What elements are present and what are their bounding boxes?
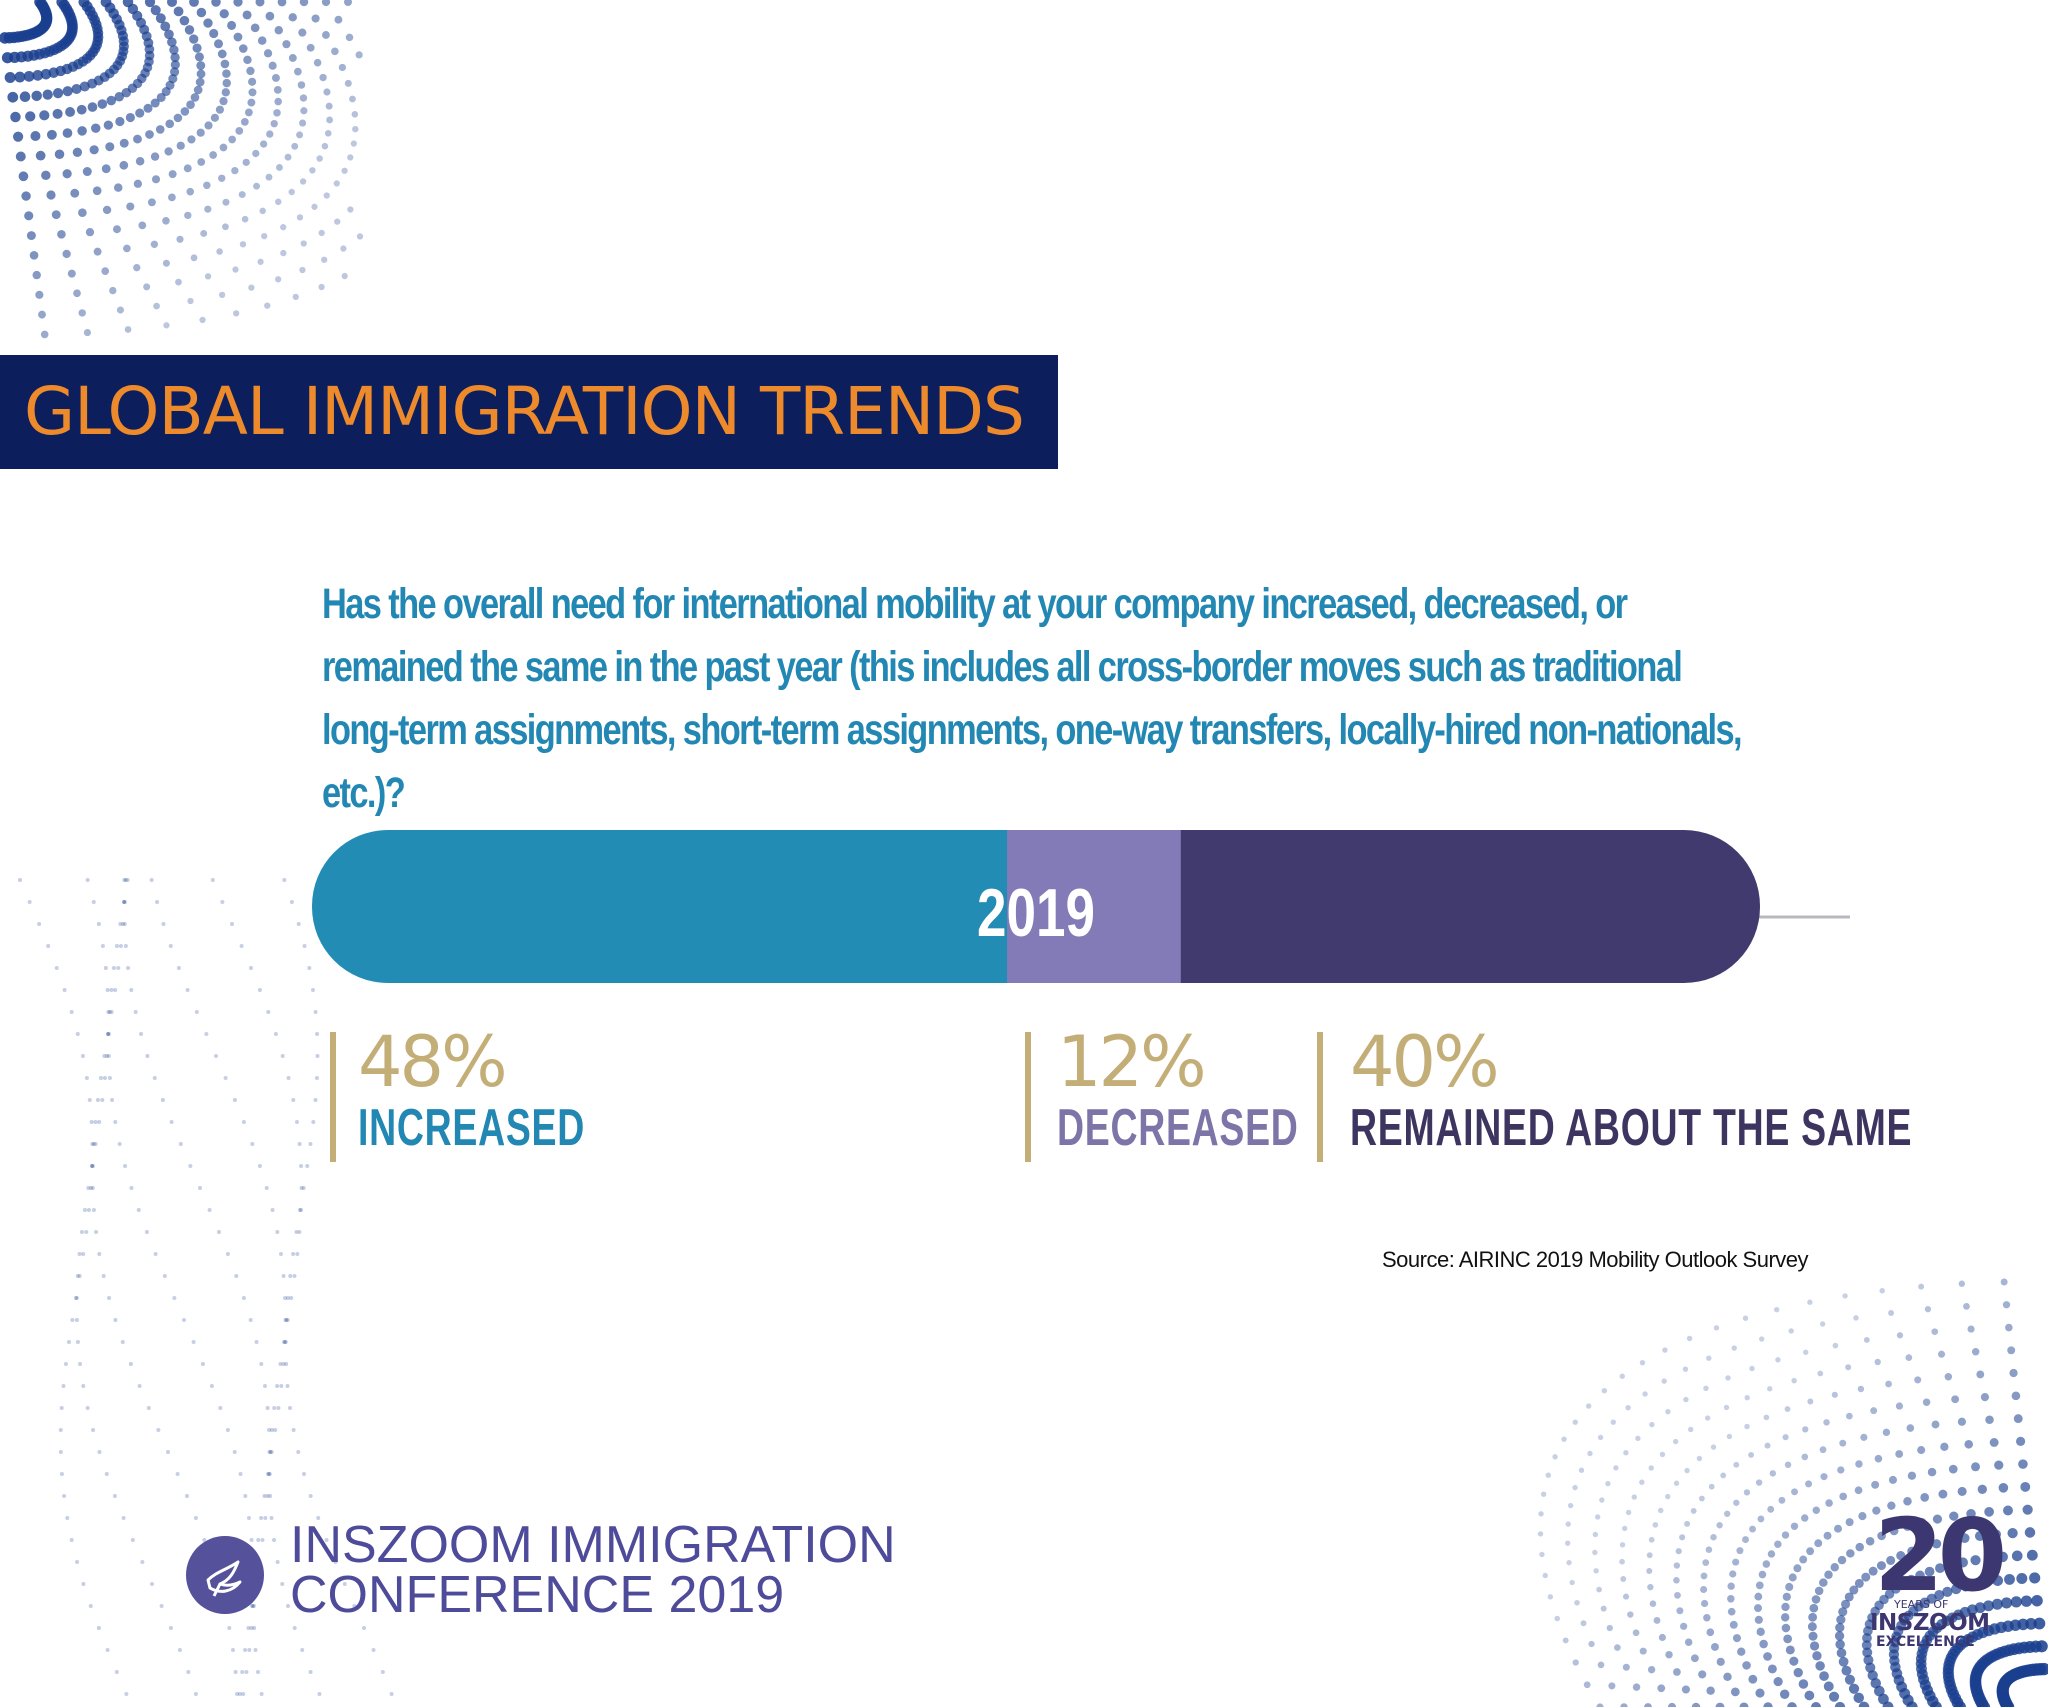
anniversary-badge: 20 YEARS OF INSZOOM EXCELLENCE xyxy=(1866,1506,2007,1656)
bar-segment-same xyxy=(1180,830,1760,983)
stat-increased: 48% INCREASED xyxy=(358,1024,673,1156)
badge-tagline: EXCELLENCE xyxy=(1876,1634,1975,1650)
stat-value-decreased: 12% xyxy=(1057,1021,1207,1103)
title-band: GLOBAL IMMIGRATION TRENDS xyxy=(0,355,1058,469)
bar-year-label: 2019 xyxy=(977,875,1095,951)
stat-same: 40% REMAINED ABOUT THE SAME xyxy=(1350,1024,2048,1156)
footer-line-1: INSZOOM IMMIGRATION xyxy=(290,1516,896,1574)
stat-label-same: REMAINED ABOUT THE SAME xyxy=(1350,1099,1913,1157)
badge-number: 20 xyxy=(1874,1497,2007,1614)
divider-tick-increased xyxy=(330,1032,336,1162)
badge-years: YEARS OF xyxy=(1894,1598,1949,1611)
survey-question: Has the overall need for international m… xyxy=(322,580,1743,817)
slide-title: GLOBAL IMMIGRATION TRENDS xyxy=(24,373,1025,450)
stat-value-same: 40% xyxy=(1350,1021,1500,1103)
badge-brand: INSZOOM xyxy=(1870,1610,1990,1636)
stat-decreased: 12% DECREASED xyxy=(1057,1024,1393,1156)
divider-tick-decreased xyxy=(1025,1032,1031,1162)
bar-segment-decreased xyxy=(1007,830,1182,983)
stat-value-increased: 48% xyxy=(358,1021,508,1103)
stat-label-decreased: DECREASED xyxy=(1057,1099,1299,1157)
footer-conference-title: INSZOOM IMMIGRATION CONFERENCE 2019 xyxy=(290,1516,896,1624)
footer-line-2: CONFERENCE 2019 xyxy=(290,1566,785,1624)
bar-segment-increased xyxy=(312,830,1009,983)
divider-tick-same xyxy=(1317,1032,1323,1162)
source-note: Source: AIRINC 2019 Mobility Outlook Sur… xyxy=(1382,1247,1809,1272)
bird-icon xyxy=(186,1536,264,1614)
stat-label-increased: INCREASED xyxy=(358,1099,585,1157)
